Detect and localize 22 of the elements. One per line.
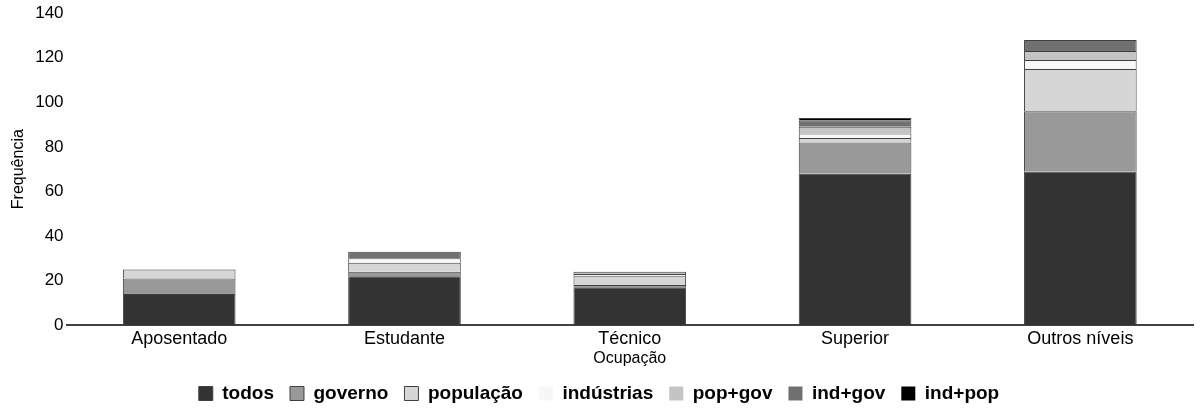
legend-label: ind+gov	[811, 381, 886, 403]
legend-label: ind+pop	[924, 381, 1000, 403]
y-tick-label: 80	[44, 136, 64, 156]
y-axis-title: Frequência	[9, 129, 27, 210]
x-tick-label: Técnico	[598, 327, 662, 348]
y-tick-label: 60	[44, 181, 64, 201]
legend-label: governo	[313, 381, 389, 403]
x-axis-title: Ocupação	[593, 348, 667, 366]
x-tick-label: Superior	[821, 327, 890, 348]
x-tick-label: Outros níveis	[1027, 327, 1134, 348]
y-tick-label: 100	[35, 92, 64, 112]
legend-label: pop+gov	[692, 381, 773, 403]
y-tick-label: 0	[54, 314, 64, 334]
y-tick-label: 40	[44, 225, 64, 245]
y-tick-label: 140	[35, 2, 64, 22]
y-tick-label: 120	[35, 47, 64, 67]
legend-label: indústrias	[562, 381, 654, 403]
x-tick-label: Estudante	[363, 327, 446, 348]
legend-label: todos	[222, 381, 274, 403]
x-tick-label: Aposentado	[131, 327, 228, 348]
y-tick-label: 20	[44, 270, 64, 290]
legend-label: população	[427, 381, 523, 403]
